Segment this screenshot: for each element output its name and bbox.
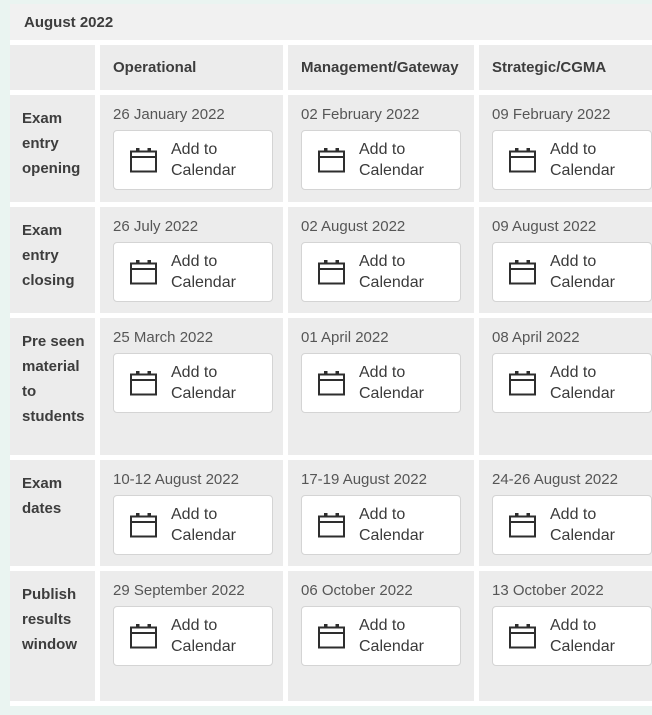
exam-date: 06 October 2022 bbox=[301, 582, 413, 599]
add-to-calendar-label: Add to Calendar bbox=[550, 253, 615, 291]
column-header-1: Management/Gateway bbox=[288, 45, 474, 90]
exam-date: 26 January 2022 bbox=[113, 106, 225, 123]
add-to-calendar-label: Add to Calendar bbox=[171, 141, 236, 179]
exam-date: 26 July 2022 bbox=[113, 218, 199, 235]
add-to-calendar-button[interactable]: Add to Calendar bbox=[492, 242, 652, 302]
calendar-icon bbox=[318, 512, 345, 538]
add-to-calendar-button[interactable]: Add to Calendar bbox=[492, 130, 652, 190]
calendar-icon bbox=[318, 623, 345, 649]
add-to-calendar-label: Add to Calendar bbox=[359, 141, 424, 179]
table-grid: Operational Management/Gateway Strategic/C… bbox=[10, 45, 652, 701]
column-header-2: Strategic/CGMA bbox=[479, 45, 652, 90]
table-cell: 26 July 2022 Add to Calendar bbox=[100, 207, 283, 313]
exam-date: 09 February 2022 bbox=[492, 106, 611, 123]
add-to-calendar-label: Add to Calendar bbox=[359, 253, 424, 291]
table-title: August 2022 bbox=[10, 4, 652, 40]
table-cell: 06 October 2022 Add to Calendar bbox=[288, 571, 474, 701]
add-to-calendar-button[interactable]: Add to Calendar bbox=[301, 242, 461, 302]
calendar-icon bbox=[130, 259, 157, 285]
table-cell: 24-26 August 2022 Add to Calendar bbox=[479, 460, 652, 566]
exam-date: 02 August 2022 bbox=[301, 218, 406, 235]
calendar-icon bbox=[509, 259, 536, 285]
exam-date: 08 April 2022 bbox=[492, 329, 580, 346]
add-to-calendar-label: Add to Calendar bbox=[550, 617, 615, 655]
table-cell: 09 February 2022 Add to Calendar bbox=[479, 95, 652, 202]
add-to-calendar-button[interactable]: Add to Calendar bbox=[113, 242, 273, 302]
add-to-calendar-label: Add to Calendar bbox=[171, 617, 236, 655]
add-to-calendar-button[interactable]: Add to Calendar bbox=[492, 495, 652, 555]
add-to-calendar-button[interactable]: Add to Calendar bbox=[301, 495, 461, 555]
table-cell: 13 October 2022 Add to Calendar bbox=[479, 571, 652, 701]
calendar-icon bbox=[130, 512, 157, 538]
exam-date: 02 February 2022 bbox=[301, 106, 420, 123]
add-to-calendar-button[interactable]: Add to Calendar bbox=[492, 606, 652, 666]
table-cell: 25 March 2022 Add to Calendar bbox=[100, 318, 283, 455]
add-to-calendar-label: Add to Calendar bbox=[550, 364, 615, 402]
calendar-icon bbox=[318, 370, 345, 396]
table-cell: 02 August 2022 Add to Calendar bbox=[288, 207, 474, 313]
add-to-calendar-label: Add to Calendar bbox=[359, 506, 424, 544]
exam-date: 25 March 2022 bbox=[113, 329, 214, 346]
add-to-calendar-button[interactable]: Add to Calendar bbox=[113, 130, 273, 190]
exam-date: 24-26 August 2022 bbox=[492, 471, 618, 488]
add-to-calendar-label: Add to Calendar bbox=[359, 364, 424, 402]
add-to-calendar-button[interactable]: Add to Calendar bbox=[301, 606, 461, 666]
exam-timetable: August 2022 Operational Management/Gatewa… bbox=[10, 4, 652, 706]
table-cell: 10-12 August 2022 Add to Calendar bbox=[100, 460, 283, 566]
calendar-icon bbox=[509, 370, 536, 396]
calendar-icon bbox=[509, 147, 536, 173]
add-to-calendar-button[interactable]: Add to Calendar bbox=[492, 353, 652, 413]
exam-date: 17-19 August 2022 bbox=[301, 471, 427, 488]
add-to-calendar-button[interactable]: Add to Calendar bbox=[113, 495, 273, 555]
add-to-calendar-label: Add to Calendar bbox=[171, 364, 236, 402]
row-header: Exam entry closing bbox=[10, 207, 95, 313]
table-cell: 09 August 2022 Add to Calendar bbox=[479, 207, 652, 313]
calendar-icon bbox=[318, 259, 345, 285]
row-header: Pre seen material to students bbox=[10, 318, 95, 455]
calendar-icon bbox=[509, 512, 536, 538]
add-to-calendar-label: Add to Calendar bbox=[550, 506, 615, 544]
calendar-icon bbox=[509, 623, 536, 649]
add-to-calendar-label: Add to Calendar bbox=[359, 617, 424, 655]
row-header: Exam entry opening bbox=[10, 95, 95, 202]
row-header: Publish results window bbox=[10, 571, 95, 701]
add-to-calendar-button[interactable]: Add to Calendar bbox=[113, 353, 273, 413]
add-to-calendar-label: Add to Calendar bbox=[171, 506, 236, 544]
exam-date: 01 April 2022 bbox=[301, 329, 389, 346]
calendar-icon bbox=[130, 147, 157, 173]
table-cell: 17-19 August 2022 Add to Calendar bbox=[288, 460, 474, 566]
add-to-calendar-button[interactable]: Add to Calendar bbox=[301, 353, 461, 413]
table-cell: 01 April 2022 Add to Calendar bbox=[288, 318, 474, 455]
table-cell: 29 September 2022 Add to Calendar bbox=[100, 571, 283, 701]
corner-cell bbox=[10, 45, 95, 90]
calendar-icon bbox=[318, 147, 345, 173]
add-to-calendar-button[interactable]: Add to Calendar bbox=[301, 130, 461, 190]
table-cell: 08 April 2022 Add to Calendar bbox=[479, 318, 652, 455]
column-header-0: Operational bbox=[100, 45, 283, 90]
calendar-icon bbox=[130, 370, 157, 396]
add-to-calendar-label: Add to Calendar bbox=[550, 141, 615, 179]
table-cell: 02 February 2022 Add to Calendar bbox=[288, 95, 474, 202]
row-header: Exam dates bbox=[10, 460, 95, 566]
exam-date: 13 October 2022 bbox=[492, 582, 604, 599]
add-to-calendar-button[interactable]: Add to Calendar bbox=[113, 606, 273, 666]
exam-date: 29 September 2022 bbox=[113, 582, 245, 599]
exam-date: 09 August 2022 bbox=[492, 218, 597, 235]
exam-date: 10-12 August 2022 bbox=[113, 471, 239, 488]
calendar-icon bbox=[130, 623, 157, 649]
table-cell: 26 January 2022 Add to Calendar bbox=[100, 95, 283, 202]
add-to-calendar-label: Add to Calendar bbox=[171, 253, 236, 291]
